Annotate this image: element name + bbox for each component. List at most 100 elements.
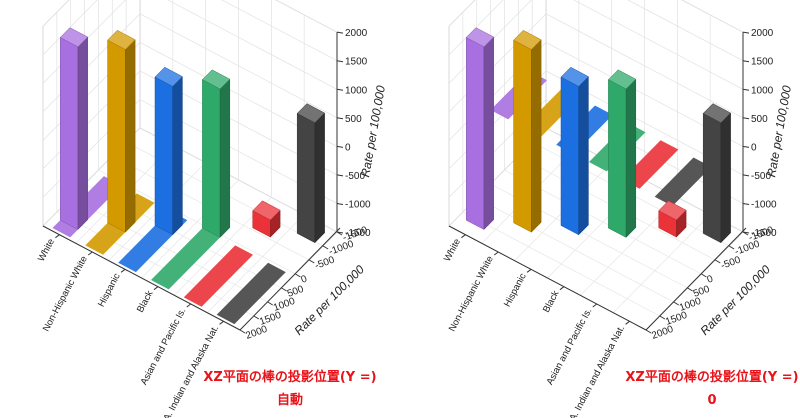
bar-top-face (702, 103, 732, 124)
x-tick-label: Hispanic (96, 271, 123, 309)
x-tick-label: Non-Hispanic White (447, 254, 496, 333)
bar-side-face (720, 112, 731, 244)
z-tick-label: 2000 (751, 28, 774, 39)
bar-front-face (466, 37, 485, 230)
z-tick (742, 88, 750, 91)
z-tick-label: 500 (345, 114, 362, 125)
bar-projection (216, 262, 286, 325)
bar-front-face (513, 39, 532, 233)
y-tick (645, 329, 652, 334)
bar-side-face (531, 39, 542, 233)
bar-front-face (702, 112, 722, 244)
z-tick (742, 202, 750, 205)
x-tick-label: White (442, 237, 463, 264)
z-tick (336, 88, 344, 91)
y-tick-label: 2000 (244, 324, 269, 342)
x-tick-label: White (36, 237, 57, 264)
bar-top-face (560, 66, 589, 87)
z-tick-label: 1000 (751, 85, 774, 96)
bar-top-face (513, 29, 542, 50)
left-caption: XZ平面の棒の投影位置(Y =) 自動 (200, 366, 380, 412)
bar-top-face (154, 66, 183, 87)
left-caption-value: 自動 (276, 393, 303, 408)
z-tick (336, 117, 344, 120)
z-tick-label: -1000 (345, 199, 371, 210)
right-caption-label: XZ平面の棒の投影位置(Y =) (625, 370, 799, 385)
x-tick-label: Asian and Pacific Is. (545, 306, 595, 387)
bar-side-face (578, 75, 589, 236)
z-tick-label: 2000 (345, 28, 368, 39)
chart-panel-2: 2000 1500 1000 500 0 -500 -1000 -1500 Rate per 1… (442, 0, 794, 418)
x-tick-label: Hispanic (502, 271, 529, 309)
z-tick-label: 1000 (345, 85, 368, 96)
x-tick (120, 268, 126, 273)
x-tick-label: Black (135, 289, 156, 315)
z-axis-label: Rate per 100,000 (358, 84, 388, 178)
y-tick (295, 273, 301, 278)
z-tick (742, 31, 750, 34)
chart-panel-1: 2000 1500 1000 500 0 -500 -1000 -1500 Rate per 1… (36, 0, 388, 418)
bar (252, 200, 281, 238)
bar-front-face (107, 39, 126, 233)
right-caption-value: 0 (707, 393, 717, 408)
y-tick (281, 287, 287, 292)
bar-top-face (296, 103, 326, 124)
x-tick-label: Non-Hispanic White (41, 254, 90, 333)
y-tick (336, 231, 343, 236)
bar-projection (151, 228, 221, 290)
bar-side-face (125, 39, 136, 233)
x-tick (186, 303, 192, 308)
z-tick-label: 1500 (345, 57, 368, 68)
floor-gridline (476, 197, 674, 303)
bar-front-face (60, 37, 79, 230)
z-tick-label: -1000 (751, 199, 777, 210)
z-tick-label: -1500 (345, 228, 371, 239)
bar-top-face (465, 27, 495, 48)
floor-gridline (56, 211, 255, 317)
z-tick-label: -1500 (751, 228, 777, 239)
z-tick (336, 174, 344, 177)
bar-top-face (107, 29, 136, 50)
z-tick-label: -500 (345, 171, 365, 182)
y-tick-label: -500 (720, 254, 743, 271)
bar (296, 103, 326, 244)
x-tick (493, 251, 499, 256)
x-tick (592, 303, 598, 308)
z-tick (742, 60, 750, 63)
z-tick (336, 31, 344, 34)
y-tick (267, 301, 273, 306)
z-tick-label: 1500 (751, 57, 774, 68)
x-tick (461, 234, 466, 239)
bar (465, 27, 495, 231)
floor-gridline (612, 214, 711, 313)
y-tick (253, 315, 260, 320)
bar-side-face (172, 75, 183, 236)
z-tick-label: 0 (751, 142, 757, 153)
bar-side-face (625, 78, 637, 239)
bar (201, 69, 231, 239)
y-tick (322, 245, 329, 250)
left-caption-label: XZ平面の棒の投影位置(Y =) (203, 370, 377, 385)
bar-front-face (560, 76, 579, 236)
z-tick (336, 202, 344, 205)
bar-top-face (658, 200, 687, 221)
y-tick (309, 259, 315, 264)
floor-gridline (70, 197, 268, 303)
x-tick (625, 320, 630, 325)
bar (702, 103, 732, 244)
bar (107, 29, 136, 233)
y-tick-label: -500 (314, 254, 337, 271)
y-tick (742, 231, 749, 236)
y-tick (659, 315, 666, 320)
bar-top-face (252, 200, 281, 221)
z-tick (742, 174, 750, 177)
bar-projection (654, 157, 712, 207)
bar-side-face (483, 36, 494, 231)
x-tick-label: Black (541, 289, 562, 315)
z-tick (742, 145, 750, 148)
x-axis-line (448, 225, 647, 331)
bar-front-face (608, 79, 627, 238)
x-tick (559, 286, 565, 291)
